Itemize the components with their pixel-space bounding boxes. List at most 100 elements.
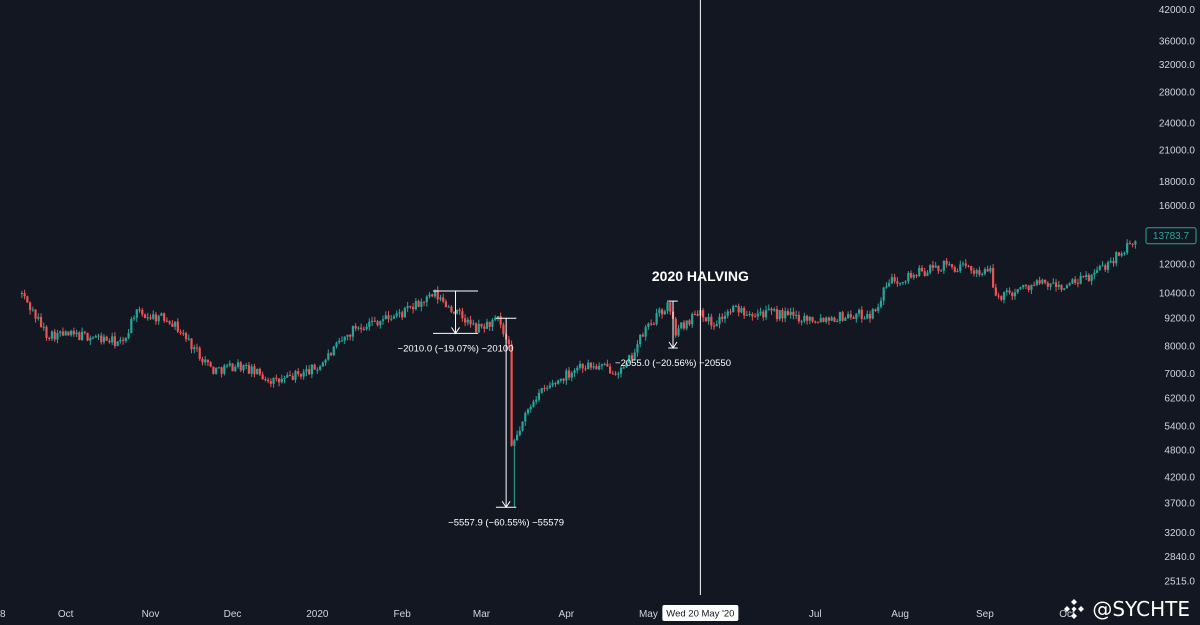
- candle: [1046, 281, 1049, 291]
- candle-body: [420, 301, 423, 307]
- candle-body: [223, 365, 226, 374]
- candle: [619, 365, 623, 378]
- candle-body: [264, 379, 267, 381]
- candle-body: [496, 316, 500, 318]
- candle: [515, 430, 519, 441]
- candle-body: [570, 372, 573, 378]
- candle-body: [34, 309, 37, 319]
- candle-body: [1019, 287, 1022, 290]
- y-tick: 18000.0: [1159, 177, 1196, 188]
- candle-body: [907, 273, 910, 282]
- candle: [852, 315, 855, 320]
- candle-body: [42, 326, 45, 328]
- candle: [888, 279, 891, 288]
- candle-body: [726, 311, 729, 316]
- candle: [72, 327, 75, 337]
- x-tick: 2020: [306, 609, 329, 620]
- candle: [518, 426, 521, 437]
- candle: [61, 327, 65, 337]
- candle: [78, 331, 81, 341]
- candle: [370, 316, 374, 327]
- candle-body: [72, 330, 75, 335]
- candle: [420, 298, 423, 312]
- candle-body: [992, 268, 995, 288]
- candle: [1057, 280, 1060, 290]
- candle-body: [433, 290, 437, 297]
- x-tick-label: Sep: [976, 609, 994, 620]
- candle-body: [1049, 283, 1052, 287]
- candle-body: [743, 308, 746, 316]
- candle-body: [737, 305, 740, 313]
- candle: [576, 365, 579, 374]
- candle: [975, 268, 978, 278]
- candle-body: [154, 314, 158, 322]
- candle-body: [890, 277, 893, 284]
- candle: [636, 340, 639, 357]
- candle: [521, 421, 524, 432]
- y-tick-label: 32000.0: [1159, 60, 1196, 71]
- candle: [67, 331, 70, 336]
- candle: [1060, 284, 1063, 292]
- x-tick: Mar: [473, 609, 491, 620]
- candle-body: [1068, 283, 1071, 286]
- candle: [557, 379, 560, 385]
- candle: [956, 268, 959, 273]
- candle: [1128, 240, 1132, 245]
- candle-body: [1005, 290, 1008, 292]
- y-tick-label: 3700.0: [1164, 498, 1195, 509]
- candle: [920, 265, 924, 272]
- candle-body: [740, 308, 743, 313]
- candle: [918, 265, 921, 278]
- candle: [707, 313, 710, 325]
- candle: [236, 359, 240, 369]
- y-tick-label: 6200.0: [1164, 393, 1195, 404]
- candle-body: [682, 322, 686, 329]
- candle-body: [800, 321, 803, 323]
- candle: [321, 361, 324, 367]
- candle-body: [1043, 279, 1047, 283]
- candle: [157, 314, 160, 325]
- candle: [578, 360, 582, 371]
- candle-body: [70, 330, 73, 336]
- candle: [781, 307, 784, 323]
- candle-body: [786, 311, 790, 315]
- candle-body: [770, 308, 773, 311]
- candle-body: [173, 321, 177, 327]
- candle: [264, 376, 267, 382]
- candle-body: [948, 264, 951, 266]
- candle-body: [346, 334, 349, 337]
- candle: [1071, 278, 1074, 285]
- candle-body: [269, 381, 272, 384]
- candle-body: [781, 310, 784, 319]
- candle: [231, 363, 234, 372]
- candle-body: [267, 379, 270, 382]
- candle: [940, 269, 943, 272]
- y-tick: 5400.0: [1164, 422, 1195, 433]
- candle-body: [381, 319, 385, 321]
- candle-body: [453, 311, 456, 314]
- candle: [239, 361, 242, 373]
- candle: [42, 322, 45, 331]
- candle-body: [53, 331, 56, 340]
- candle: [666, 300, 669, 315]
- candle: [860, 306, 863, 323]
- candle: [1123, 251, 1126, 256]
- candle: [748, 311, 751, 317]
- y-tick: 32000.0: [1159, 60, 1196, 71]
- candle-body: [59, 331, 62, 333]
- candle-body: [912, 275, 915, 278]
- candle-body: [526, 409, 530, 414]
- candle-body: [294, 371, 297, 380]
- candle: [890, 273, 893, 285]
- last-price-box: [1145, 227, 1197, 245]
- candle-body: [600, 364, 603, 366]
- x-tick-label: Jul: [809, 609, 822, 620]
- candle-body: [734, 305, 738, 307]
- candle: [310, 364, 313, 379]
- y-tick-label: 3200.0: [1164, 528, 1195, 539]
- candle-body: [1013, 292, 1017, 297]
- candle-body: [827, 317, 831, 321]
- y-tick-label: 42000.0: [1159, 5, 1196, 16]
- candle: [26, 295, 29, 303]
